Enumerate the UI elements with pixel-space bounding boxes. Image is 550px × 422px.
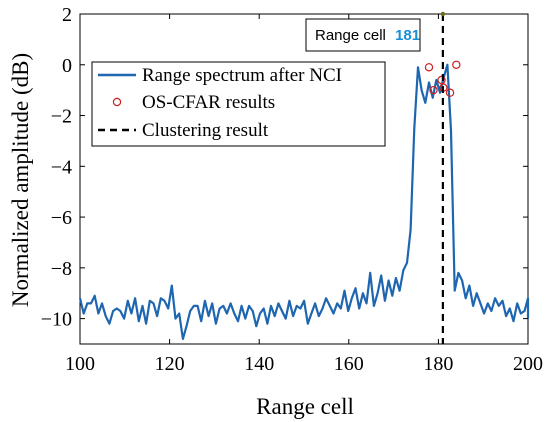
y-tick-label: 0 (62, 55, 72, 77)
x-tick-label: 160 (334, 353, 364, 375)
os-cfar-point-1 (429, 85, 438, 95)
datatip-label-text: Range cell (315, 27, 386, 44)
os-cfar-point-5 (452, 60, 461, 69)
y-tick-label: −10 (41, 309, 72, 331)
x-tick-label: 140 (244, 353, 274, 375)
x-tick-label: 180 (423, 353, 453, 375)
clustering-line-layer (440, 11, 446, 344)
datatip-value: 181 (395, 27, 420, 44)
x-axis-title: Range cell (256, 394, 354, 419)
series-line-range-spectrum (78, 63, 530, 340)
legend-marker-swatch (112, 97, 122, 107)
datatip: Range cell 181 (305, 18, 421, 52)
y-tick-label: 2 (62, 4, 72, 26)
x-tick-label: 200 (513, 353, 543, 375)
os-cfar-markers (424, 60, 461, 97)
os-cfar-point-0 (424, 63, 434, 72)
y-tick-label: −4 (51, 156, 72, 178)
x-tick-label: 100 (65, 353, 95, 375)
os-cfar-point-4 (445, 88, 455, 97)
legend-entry-spectrum: Range spectrum after NCI (142, 65, 342, 86)
legend-entry-clustering: Clustering result (142, 120, 269, 141)
y-ticks: 2 0 −2 −4 −6 −8 −10 (41, 4, 528, 331)
plot-frame (79, 13, 529, 345)
datatip-anchor-point (440, 11, 446, 17)
y-tick-label: −2 (51, 106, 72, 128)
os-cfar-point-2 (437, 75, 446, 85)
datatip-label: Range cell 181 (315, 27, 420, 44)
y-axis-title: Normalized amplitude (dB) (8, 53, 33, 307)
x-tick-label: 120 (155, 353, 185, 375)
x-ticks: 100 120 140 160 180 200 (65, 14, 543, 375)
datatip-box (305, 18, 421, 52)
legend-box (91, 61, 386, 147)
y-tick-label: −8 (51, 258, 72, 280)
plot-area (79, 13, 529, 345)
series-layer (78, 63, 530, 340)
y-tick-label: −6 (51, 207, 72, 229)
legend-entry-os-cfar: OS-CFAR results (142, 92, 275, 113)
legend: Range spectrum after NCI OS-CFAR results… (91, 61, 386, 147)
